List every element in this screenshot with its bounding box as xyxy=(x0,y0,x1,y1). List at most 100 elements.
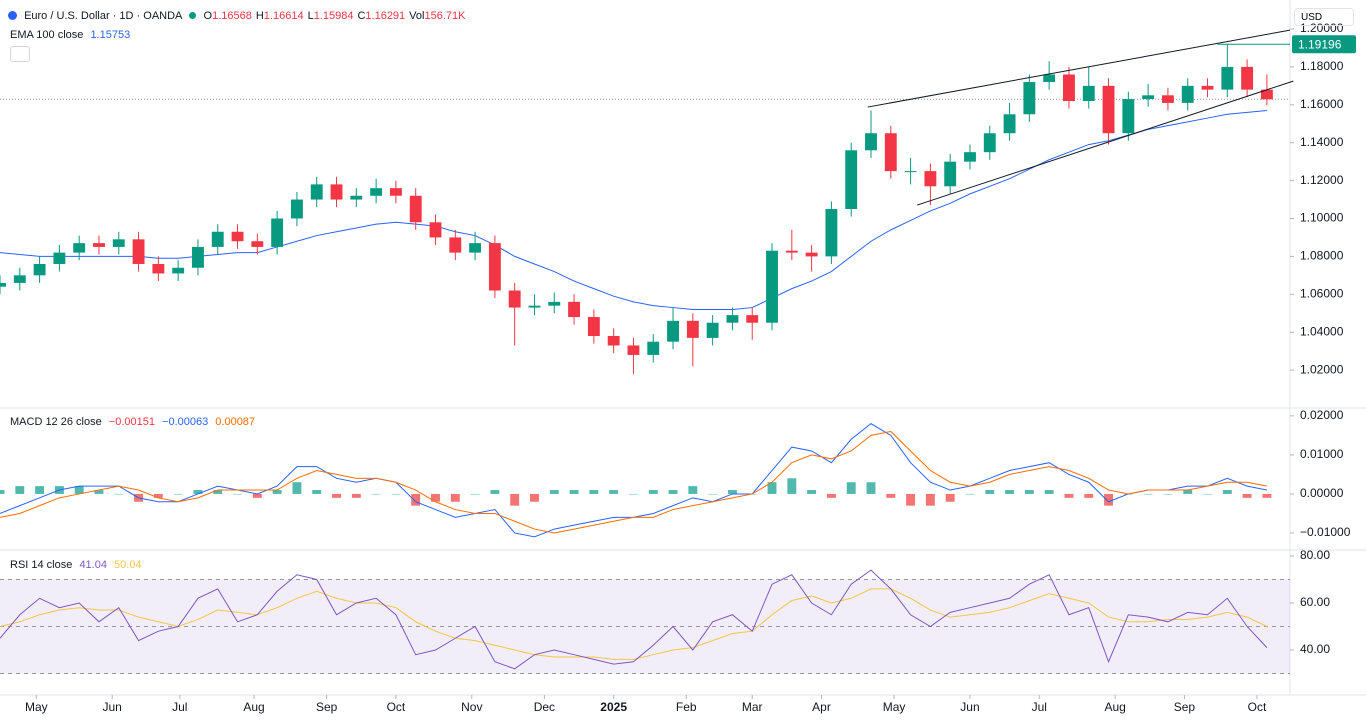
histogram-bar xyxy=(272,490,282,494)
histogram-bar xyxy=(1064,493,1074,498)
candle-body xyxy=(192,246,204,268)
candle-body xyxy=(290,199,303,219)
candle-body xyxy=(172,267,185,274)
candle-body xyxy=(469,243,482,253)
candle-body xyxy=(271,218,284,247)
candle-body xyxy=(568,301,581,318)
histogram-bar xyxy=(846,482,856,494)
histogram-bar xyxy=(1104,493,1113,506)
candle-body xyxy=(825,209,838,257)
candle-body xyxy=(528,305,541,308)
candle-body xyxy=(1260,89,1273,100)
candle-body xyxy=(93,243,105,247)
y-tick-label: 0.02000 xyxy=(1300,408,1344,422)
ema-legend: EMA 100 close 1.15753 xyxy=(10,29,134,41)
candle-body xyxy=(1122,99,1135,134)
currency-selector[interactable]: USD xyxy=(1294,8,1354,26)
y-tick-label: 1.18000 xyxy=(1300,59,1344,73)
rsi-line xyxy=(0,569,1268,670)
ema-value: 1.15753 xyxy=(90,29,131,41)
histogram-bar xyxy=(490,490,500,494)
ohlc-value: 156.71K xyxy=(424,10,466,22)
histogram-bar xyxy=(609,490,619,494)
price-label-box xyxy=(1292,35,1356,54)
histogram-bar xyxy=(965,493,975,495)
macd-signal-value: 0.00087 xyxy=(215,416,256,428)
candle-body xyxy=(587,317,600,336)
histogram-bar xyxy=(94,490,104,494)
rsi-ma-value: 50.04 xyxy=(114,559,142,571)
candle-body xyxy=(389,188,402,196)
trendline xyxy=(867,29,1291,108)
histogram-bar xyxy=(945,493,955,502)
x-tick-label: Feb xyxy=(676,700,697,714)
candle-body xyxy=(1003,114,1016,134)
candle-body xyxy=(726,315,739,323)
histogram-bar xyxy=(648,490,658,494)
candle-body xyxy=(865,133,877,151)
histogram-bar xyxy=(1222,490,1232,494)
candle-body xyxy=(805,252,818,257)
histogram-bar xyxy=(450,493,460,502)
y-tick-label: 60.00 xyxy=(1300,595,1330,609)
candle-body xyxy=(251,241,264,247)
y-tick-label: 40.00 xyxy=(1300,642,1330,656)
candle-body xyxy=(0,282,6,287)
price-label: 1.19196 xyxy=(1298,37,1342,51)
candle-body xyxy=(1082,85,1095,102)
histogram-bar xyxy=(351,493,361,498)
histogram-bar xyxy=(35,486,45,494)
y-tick-label: −0.01000 xyxy=(1300,525,1351,539)
ohlc-value: 1.16568 xyxy=(212,10,252,22)
histogram-bar xyxy=(114,493,124,495)
histogram-bar xyxy=(15,486,25,494)
histogram-bar xyxy=(1203,493,1212,495)
histogram-bar xyxy=(906,493,916,506)
candle-body xyxy=(1063,74,1075,102)
y-tick-label: 1.02000 xyxy=(1300,362,1344,376)
candle-body xyxy=(310,184,323,200)
histogram-bar xyxy=(470,493,480,495)
histogram-bar xyxy=(589,490,599,494)
candle-body xyxy=(1161,95,1174,103)
symbol-title[interactable]: Euro / U.S. Dollar · 1D · OANDA xyxy=(24,10,183,22)
x-tick-label: Sep xyxy=(316,700,338,714)
y-tick-label: 1.10000 xyxy=(1300,211,1344,225)
y-tick-label: 1.20000 xyxy=(1300,21,1344,35)
candle-body xyxy=(409,195,422,223)
candle-body xyxy=(211,231,224,247)
candle-body xyxy=(449,237,462,253)
histogram-bar xyxy=(193,490,203,494)
histogram-bar xyxy=(74,486,84,494)
candle-body xyxy=(785,250,798,253)
candle-body xyxy=(1181,85,1194,103)
histogram-bar xyxy=(925,493,935,506)
histogram-bar xyxy=(628,493,638,495)
candle-body xyxy=(548,301,561,306)
histogram-bar xyxy=(252,493,262,498)
x-tick-label: Sep xyxy=(1174,700,1196,714)
histogram-bar xyxy=(668,490,678,494)
candle-body xyxy=(904,171,917,173)
y-tick-label: 1.08000 xyxy=(1300,249,1344,263)
histogram-bar xyxy=(292,482,302,494)
histogram-bar xyxy=(767,482,777,494)
ohlc-label: H xyxy=(255,10,264,22)
x-tick-label: Jun xyxy=(960,700,979,714)
collapse-button[interactable] xyxy=(10,46,30,62)
candle-body xyxy=(152,263,165,274)
histogram-bar xyxy=(688,486,698,494)
y-tick-label: 1.04000 xyxy=(1300,324,1344,338)
histogram-bar xyxy=(153,493,163,498)
histogram-bar xyxy=(886,493,896,498)
candle-body xyxy=(1102,85,1115,134)
histogram-bar xyxy=(233,493,242,495)
macd-name[interactable]: MACD 12 26 close xyxy=(10,416,102,428)
candle-body xyxy=(370,188,383,196)
candle-body xyxy=(1023,82,1036,115)
ema-name[interactable]: EMA 100 close xyxy=(10,29,84,41)
histogram-bar xyxy=(1143,493,1153,495)
macd-line xyxy=(0,423,1268,538)
rsi-name[interactable]: RSI 14 close xyxy=(10,559,73,571)
histogram-bar xyxy=(787,478,797,494)
